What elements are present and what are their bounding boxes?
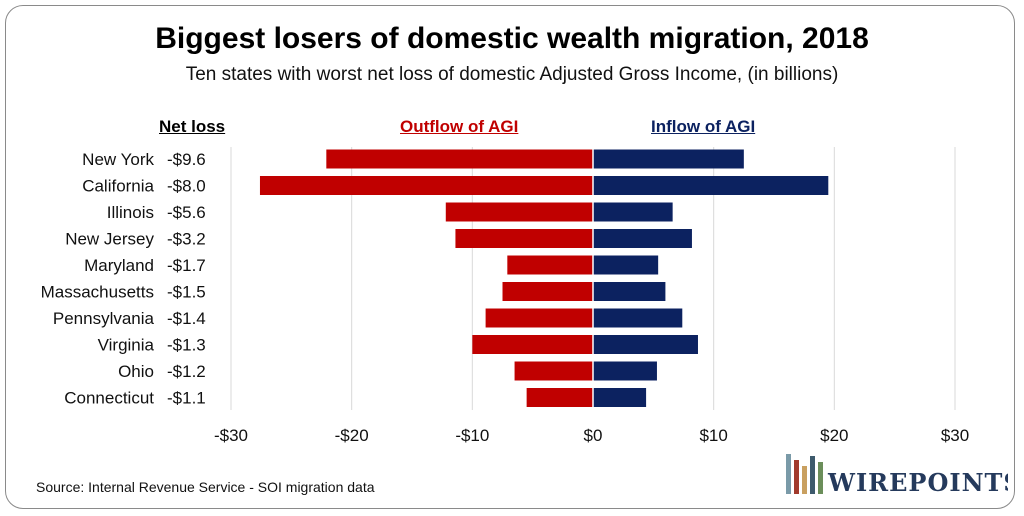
inflow-bar bbox=[593, 335, 698, 354]
category-label: Pennsylvania bbox=[53, 309, 155, 328]
category-label: Connecticut bbox=[64, 389, 154, 408]
inflow-bar bbox=[593, 229, 692, 248]
net-loss-label: -$8.0 bbox=[167, 177, 206, 196]
chart-title: Biggest losers of domestic wealth migrat… bbox=[155, 22, 869, 55]
x-tick-label: -$20 bbox=[335, 426, 369, 445]
x-tick-label: $20 bbox=[820, 426, 848, 445]
net-loss-label: -$1.2 bbox=[167, 362, 206, 381]
outflow-bar bbox=[472, 335, 593, 354]
logo-bar-3 bbox=[802, 466, 807, 494]
logo-bar-1 bbox=[786, 454, 791, 494]
net-loss-label: -$9.6 bbox=[167, 150, 206, 169]
inflow-bar bbox=[593, 388, 647, 407]
logo-wordmark: WIREPOINTS bbox=[827, 468, 1008, 497]
x-tick-label: $10 bbox=[699, 426, 727, 445]
outflow-bar bbox=[507, 255, 593, 275]
inflow-header: Inflow of AGI bbox=[651, 117, 756, 136]
wirepoints-logo: WIREPOINTS bbox=[786, 454, 1008, 497]
logo-bar-5 bbox=[818, 462, 823, 494]
net-loss-label: -$1.3 bbox=[167, 336, 206, 355]
category-label: Illinois bbox=[107, 203, 154, 222]
chart-subtitle: Ten states with worst net loss of domest… bbox=[185, 64, 839, 85]
category-label: New York bbox=[82, 150, 154, 169]
net-loss-header: Net loss bbox=[159, 117, 226, 136]
inflow-bar bbox=[593, 149, 744, 169]
outflow-bar bbox=[326, 149, 593, 169]
outflow-header: Outflow of AGI bbox=[400, 117, 519, 136]
outflow-bar bbox=[514, 361, 593, 381]
category-label: New Jersey bbox=[65, 230, 154, 249]
outflow-bar bbox=[259, 176, 593, 195]
outflow-bar bbox=[485, 308, 593, 328]
inflow-bar bbox=[593, 282, 666, 301]
category-label: Massachusetts bbox=[41, 283, 154, 302]
inflow-bar bbox=[593, 308, 683, 328]
net-loss-label: -$1.4 bbox=[167, 309, 206, 328]
inflow-bar bbox=[593, 255, 659, 275]
net-loss-label: -$1.7 bbox=[167, 256, 206, 275]
category-label: Maryland bbox=[84, 256, 154, 275]
logo-bar-2 bbox=[794, 460, 799, 494]
category-label: Ohio bbox=[118, 362, 154, 381]
outflow-bar bbox=[455, 229, 593, 248]
outflow-bar bbox=[526, 388, 593, 407]
outflow-bar bbox=[445, 202, 593, 222]
category-label: California bbox=[82, 177, 154, 196]
x-tick-label: $0 bbox=[584, 426, 603, 445]
outflow-bar bbox=[502, 282, 593, 301]
x-tick-label: -$10 bbox=[455, 426, 489, 445]
logo-bar-4 bbox=[810, 456, 815, 494]
inflow-bar bbox=[593, 202, 673, 222]
category-label: Virginia bbox=[98, 336, 155, 355]
net-loss-label: -$3.2 bbox=[167, 230, 206, 249]
net-loss-label: -$1.1 bbox=[167, 389, 206, 408]
net-loss-label: -$5.6 bbox=[167, 203, 206, 222]
source-note: Source: Internal Revenue Service - SOI m… bbox=[36, 479, 375, 495]
inflow-bar bbox=[593, 361, 657, 381]
x-tick-label: $30 bbox=[941, 426, 969, 445]
inflow-bar bbox=[593, 176, 829, 195]
net-loss-label: -$1.5 bbox=[167, 283, 206, 302]
x-tick-label: -$30 bbox=[214, 426, 248, 445]
